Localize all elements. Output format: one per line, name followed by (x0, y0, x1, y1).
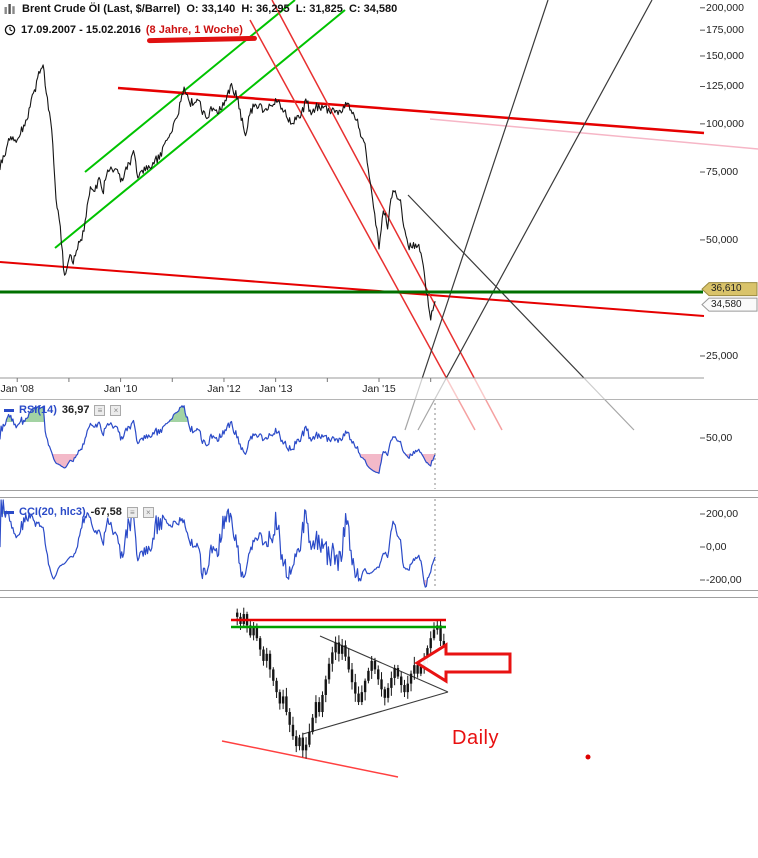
y-axis-label: 200,000 (706, 1, 744, 14)
x-axis-label: Jan '13 (258, 383, 293, 395)
cci-axis-label: 0,00 (706, 541, 727, 553)
panel-splitter[interactable] (0, 590, 758, 598)
rsi-settings-button[interactable]: ≡ (94, 404, 106, 416)
chart-header: Brent Crude Öl (Last, $/Barrel) O: 33,14… (4, 3, 397, 15)
date-range-duration: (8 Jahre, 1 Woche) (145, 24, 243, 36)
clock-icon (4, 24, 16, 36)
rsi-label: RSI(14) (19, 404, 57, 416)
y-axis-label: 100,000 (706, 117, 744, 130)
instrument-icon (4, 4, 15, 14)
ohlc-values: O: 33,140 H: 36,295 L: 31,825 C: 34,580 (186, 3, 398, 15)
date-range: 17.09.2007 - 15.02.2016 (21, 24, 141, 36)
x-axis-label: Jan '08 (0, 383, 34, 395)
rsi-value: 36,97 (61, 404, 90, 416)
price-marker-label: 36,610 (711, 283, 742, 295)
cci-settings-button[interactable]: ≡ (126, 506, 138, 518)
instrument-title: Brent Crude Öl (Last, $/Barrel) (22, 3, 181, 15)
y-axis-label: 125,000 (706, 80, 744, 93)
y-axis-label: 150,000 (706, 49, 744, 62)
cci-axis-label: -200,00 (706, 574, 742, 586)
cci-axis-label: 200,00 (706, 508, 739, 520)
cci-value: -67,58 (90, 506, 122, 518)
price-marker-label: 34,580 (711, 298, 742, 310)
y-axis-label: 25,000 (706, 349, 739, 362)
rsi-close-button[interactable]: × (110, 404, 122, 416)
panel-splitter[interactable] (0, 490, 758, 498)
y-axis-label: 50,000 (706, 233, 739, 246)
y-axis-label: 75,000 (706, 166, 739, 179)
cci-line-swatch-icon (4, 510, 14, 514)
rsi-axis-label: 50,00 (706, 432, 733, 444)
y-axis-label: 175,000 (706, 24, 744, 37)
cci-close-button[interactable]: × (142, 506, 154, 518)
cci-panel-header: CCI(20, hlc3) -67,58 ≡ × (4, 506, 154, 518)
daily-annotation-label: Daily (452, 727, 499, 749)
rsi-panel-header: RSI(14) 36,97 ≡ × (4, 404, 122, 416)
x-axis-label: Jan '12 (207, 383, 241, 395)
date-range-row: 17.09.2007 - 15.02.2016 (8 Jahre, 1 Woch… (4, 24, 243, 36)
cci-label: CCI(20, hlc3) (19, 506, 86, 518)
panel-separator-line (0, 399, 758, 400)
x-axis-label: Jan '10 (103, 383, 138, 395)
x-axis-label: Jan '15 (362, 383, 396, 395)
rsi-line-swatch-icon (4, 408, 14, 412)
